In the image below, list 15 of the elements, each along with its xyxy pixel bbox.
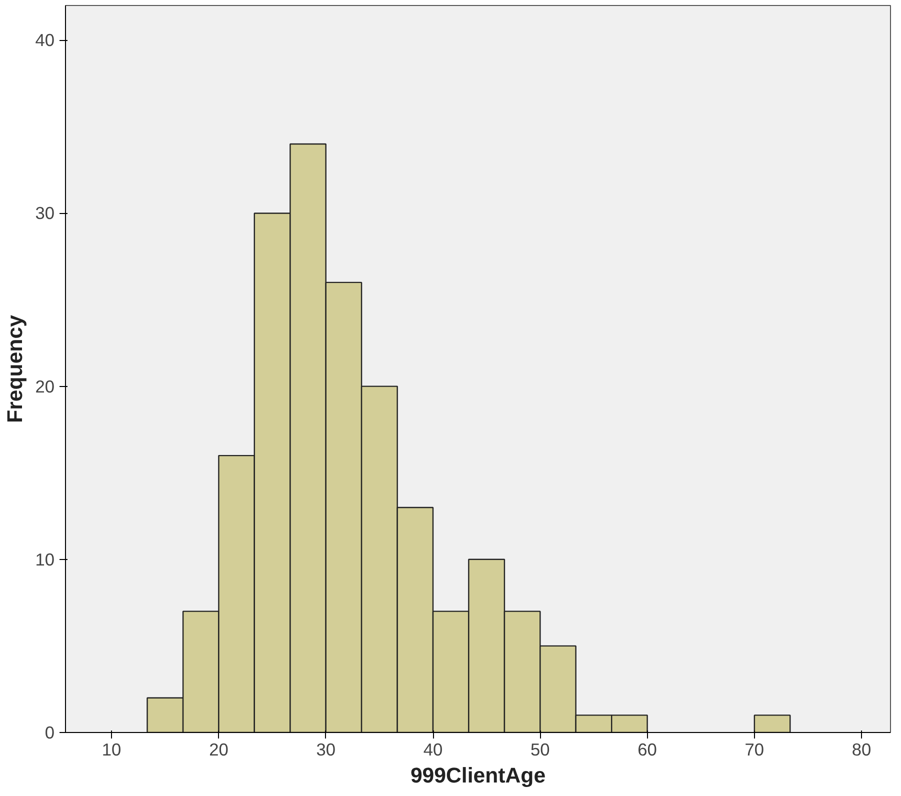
y-tick-label: 40 — [35, 30, 55, 50]
x-tick-label: 80 — [852, 740, 872, 760]
x-tick-label: 40 — [423, 740, 443, 760]
x-tick-label: 60 — [638, 740, 657, 760]
y-tick-label: 0 — [44, 722, 55, 742]
y-tick-label: 10 — [35, 549, 55, 570]
x-tick-label: 50 — [530, 740, 550, 760]
y-tick-label: 30 — [35, 203, 55, 224]
x-tick-label: 10 — [102, 740, 122, 760]
x-axis-title: 999ClientAge — [410, 764, 546, 788]
x-tick-label: 30 — [316, 740, 336, 760]
x-tick-label: 70 — [744, 740, 764, 760]
y-axis-title: Frequency — [3, 314, 28, 423]
x-tick-label: 20 — [209, 740, 228, 760]
y-tick-label: 20 — [35, 376, 55, 396]
